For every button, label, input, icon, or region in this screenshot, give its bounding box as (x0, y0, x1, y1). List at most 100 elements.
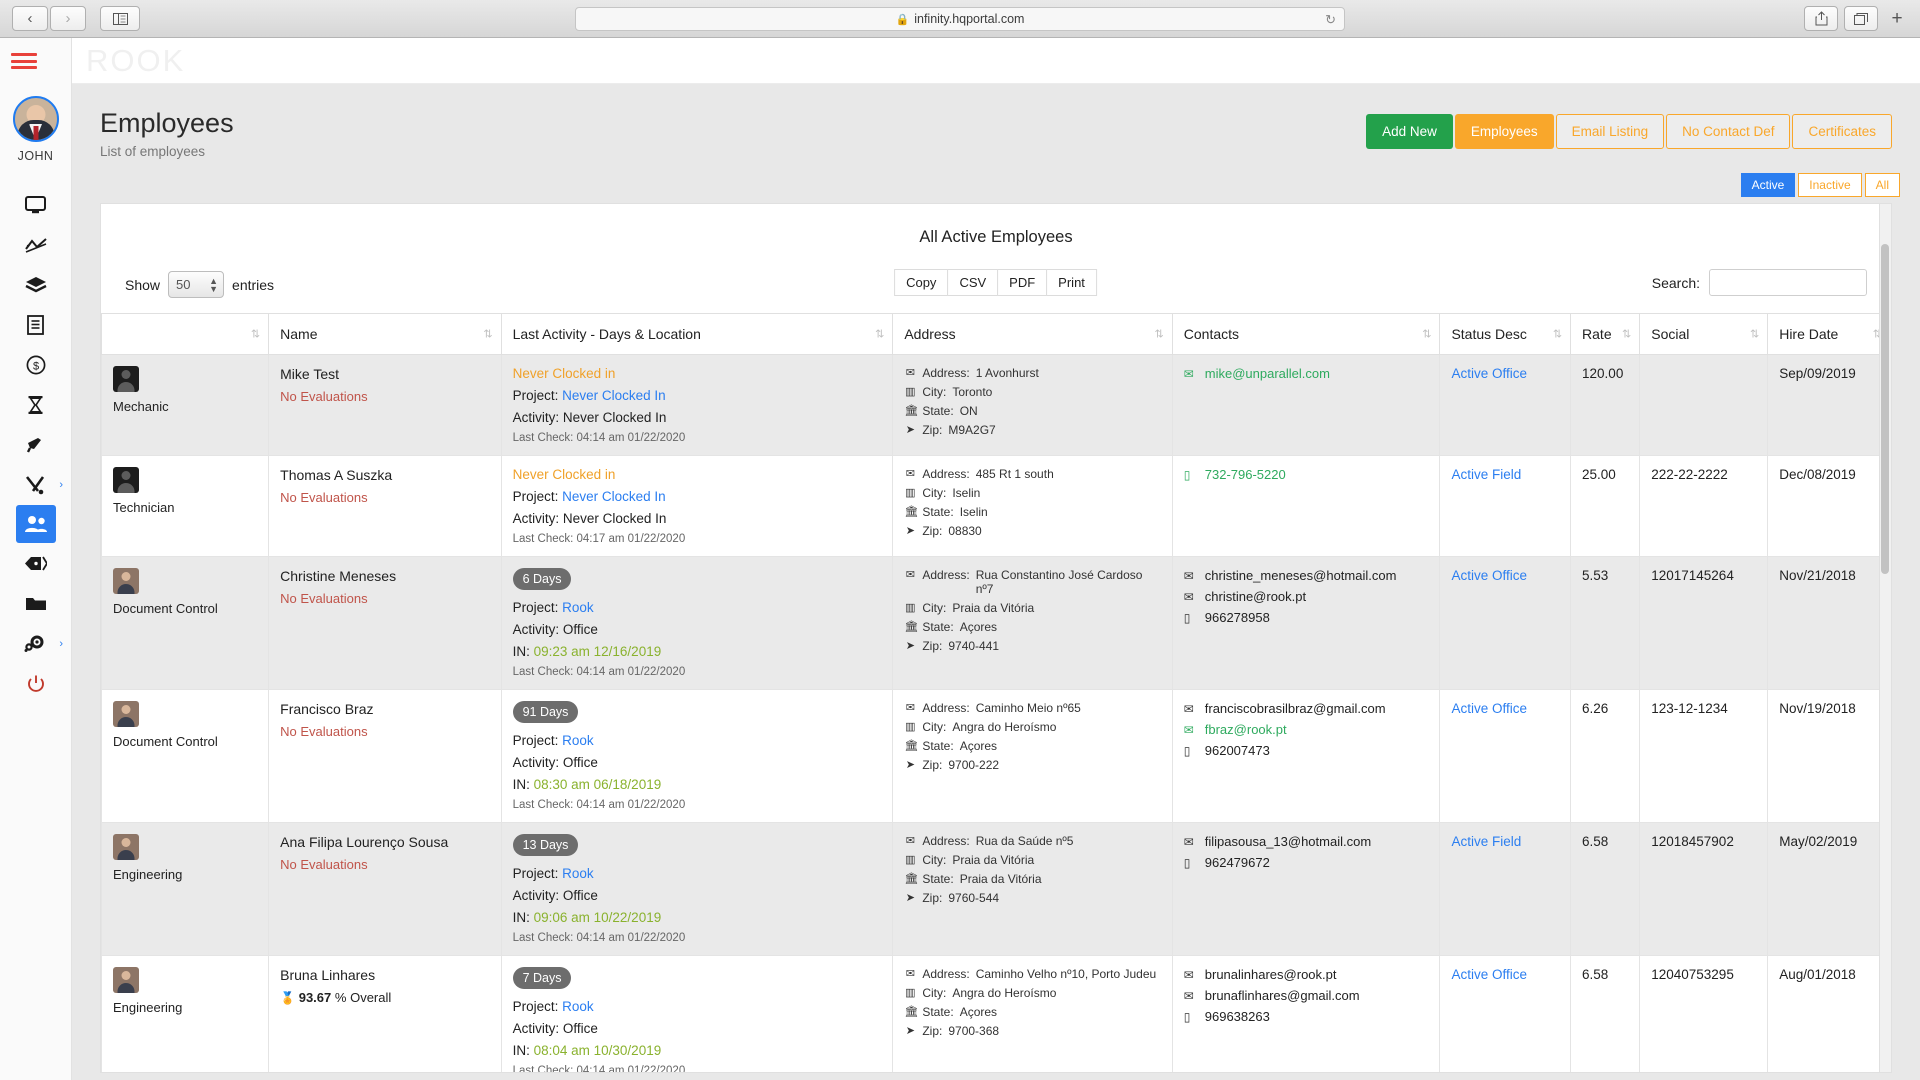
city-icon: ▥ (905, 602, 916, 614)
forward-button[interactable]: › (50, 6, 86, 31)
table-row[interactable]: Mechanic Mike Test No Evaluations Never Clo… (101, 354, 1891, 456)
column-header-name[interactable]: Name ⇅ (268, 313, 502, 355)
contact-phone[interactable]: ▯ 732-796-5220 (1184, 467, 1429, 482)
column-header-hire-date[interactable]: Hire Date ⇅ (1767, 313, 1891, 355)
project-value[interactable]: Never Clocked In (562, 388, 666, 403)
back-button[interactable]: ‹ (12, 6, 48, 31)
export-button-copy[interactable]: Copy (894, 269, 949, 296)
export-button-pdf[interactable]: PDF (997, 269, 1048, 296)
contact-email[interactable]: ✉ fbraz@rook.pt (1184, 722, 1429, 737)
employee-thumbnail[interactable] (113, 967, 139, 993)
action-button-add-new[interactable]: Add New (1366, 114, 1453, 149)
action-button-certificates[interactable]: Certificates (1792, 114, 1892, 149)
contact-email[interactable]: ✉ mike@unparallel.com (1184, 366, 1429, 381)
employee-thumbnail[interactable] (113, 366, 139, 392)
employee-name[interactable]: Mike Test (280, 366, 340, 382)
sidebar-item-tools[interactable]: › (0, 465, 71, 504)
column-header-social[interactable]: Social ⇅ (1639, 313, 1769, 355)
employee-name[interactable]: Ana Filipa Lourenço Sousa (280, 834, 449, 850)
status-link[interactable]: Active Field (1451, 467, 1522, 482)
contact-phone[interactable]: ▯ 962479672 (1184, 855, 1429, 870)
sidebar-item-timesheets[interactable] (0, 385, 71, 424)
sidebar-item-employees[interactable] (15, 505, 56, 543)
sidebar-item-finance[interactable]: $ (0, 345, 71, 384)
employee-thumbnail[interactable] (113, 834, 139, 860)
sidebar-item-analytics[interactable] (0, 225, 71, 264)
user-profile-block[interactable]: JOHN (0, 96, 71, 163)
cell-status: Active Office (1439, 955, 1572, 1072)
status-link[interactable]: Active Office (1451, 701, 1527, 716)
scrollbar-thumb[interactable] (1881, 244, 1889, 574)
action-button-email-listing[interactable]: Email Listing (1555, 114, 1665, 149)
action-button-employees[interactable]: Employees (1454, 114, 1554, 149)
reload-icon[interactable]: ↻ (1325, 12, 1336, 27)
new-tab-button[interactable]: + (1884, 8, 1910, 30)
employee-name[interactable]: Bruna Linhares (280, 967, 376, 983)
column-header-contacts[interactable]: Contacts ⇅ (1171, 313, 1441, 355)
sidebar-item-documents[interactable] (0, 305, 71, 344)
contact-email[interactable]: ✉ brunalinhares@rook.pt (1184, 967, 1429, 982)
employee-name[interactable]: Thomas A Suszka (280, 467, 393, 483)
column-header-rate[interactable]: Rate ⇅ (1570, 313, 1641, 355)
export-button-print[interactable]: Print (1046, 269, 1097, 296)
project-value[interactable]: Rook (562, 999, 594, 1014)
entries-select[interactable]: 50 ▲ ▼ (168, 271, 225, 298)
url-bar[interactable]: 🔒 infinity.hqportal.com ↻ (575, 7, 1345, 31)
sidebar-item-files[interactable] (0, 584, 71, 623)
contact-email[interactable]: ✉ brunaflinhares@gmail.com (1184, 988, 1429, 1003)
search-input[interactable] (1709, 269, 1867, 296)
export-button-csv[interactable]: CSV (947, 269, 999, 296)
table-row[interactable]: Technician Thomas A Suszka No Evaluations N… (101, 455, 1891, 557)
hamburger-menu-icon[interactable] (11, 50, 37, 72)
column-header-address[interactable]: Address ⇅ (892, 313, 1173, 355)
employee-name[interactable]: Francisco Braz (280, 701, 374, 717)
employee-thumbnail[interactable] (113, 701, 139, 727)
sidebar-item-logout[interactable] (0, 664, 71, 703)
status-link[interactable]: Active Office (1451, 568, 1527, 583)
filter-button-all[interactable]: All (1864, 173, 1900, 197)
monitor-icon (25, 195, 46, 213)
contact-phone[interactable]: ▯ 966278958 (1184, 610, 1429, 625)
action-button-no-contact-def[interactable]: No Contact Def (1666, 114, 1791, 149)
table-row[interactable]: Document Control Francisco Braz No Evaluat… (101, 689, 1891, 823)
project-value[interactable]: Rook (562, 866, 594, 881)
sidebar-item-announcements[interactable] (0, 425, 71, 464)
contact-email[interactable]: ✉ filipasousa_13@hotmail.com (1184, 834, 1429, 849)
filter-button-active[interactable]: Active (1740, 173, 1796, 197)
table-row[interactable]: Engineering Ana Filipa Lourenço Sousa No E… (101, 822, 1891, 956)
column-header-photo[interactable]: ⇅ (101, 313, 270, 355)
employee-thumbnail[interactable] (113, 467, 139, 493)
status-link[interactable]: Active Office (1451, 366, 1527, 381)
status-link[interactable]: Active Field (1451, 834, 1522, 849)
contact-phone[interactable]: ▯ 969638263 (1184, 1009, 1429, 1024)
vertical-scrollbar[interactable] (1879, 204, 1891, 1072)
sidebar-item-settings[interactable]: › (0, 624, 71, 663)
employee-thumbnail[interactable] (113, 568, 139, 594)
employee-name[interactable]: Christine Meneses (280, 568, 397, 584)
avatar[interactable] (12, 96, 59, 142)
project-value[interactable]: Rook (562, 600, 594, 615)
contact-email[interactable]: ✉ christine@rook.pt (1184, 589, 1429, 604)
filter-button-inactive[interactable]: Inactive (1798, 173, 1862, 197)
tabs-button[interactable] (1844, 6, 1878, 31)
sidebar-item-dashboard[interactable] (0, 185, 71, 224)
contact-email[interactable]: ✉ franciscobrasilbraz@gmail.com (1184, 701, 1429, 716)
share-button[interactable] (1804, 6, 1838, 31)
sidebar-item-tags[interactable] (0, 544, 71, 583)
state-line: 🏛 State: Praia da Vitória (904, 872, 1160, 886)
project-value[interactable]: Never Clocked In (562, 489, 666, 504)
column-header-status-desc[interactable]: Status Desc ⇅ (1439, 313, 1572, 355)
in-label: IN: (512, 1043, 530, 1058)
sidebar-toggle-button[interactable] (100, 6, 140, 31)
sidebar-item-layers[interactable] (0, 265, 71, 304)
contact-phone[interactable]: ▯ 962007473 (1184, 743, 1429, 758)
column-header-last-activity-days-location[interactable]: Last Activity - Days & Location ⇅ (500, 313, 894, 355)
project-value[interactable]: Rook (562, 733, 594, 748)
status-link[interactable]: Active Office (1451, 967, 1527, 982)
table-row[interactable]: Document Control Christine Meneses No Eval… (101, 556, 1891, 690)
email-icon: ✉ (1183, 723, 1194, 737)
days-badge: 13 Days (512, 834, 579, 856)
table-row[interactable]: Engineering Bruna Linhares 🏅 93.67 % Overa… (101, 955, 1891, 1072)
cell-role: Mechanic (101, 354, 270, 456)
contact-email[interactable]: ✉ christine_meneses@hotmail.com (1184, 568, 1429, 583)
